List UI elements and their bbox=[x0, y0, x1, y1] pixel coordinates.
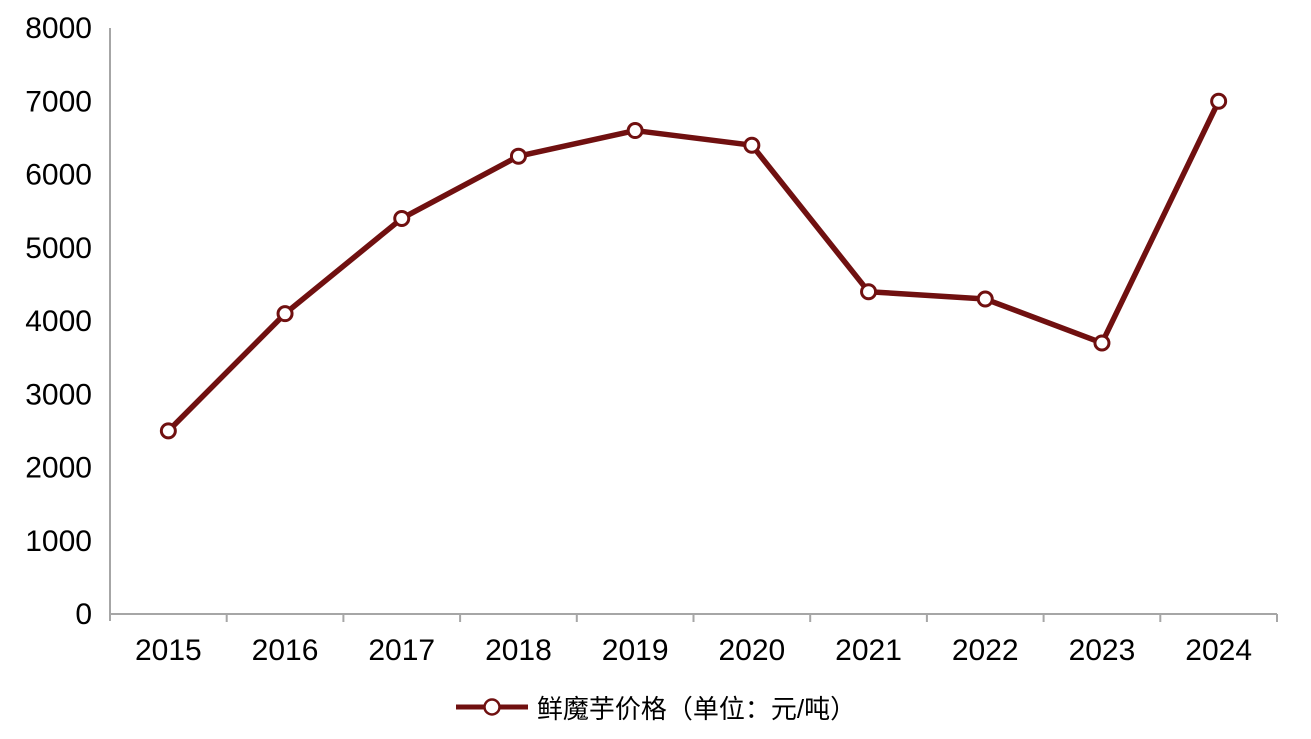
x-axis-label: 2022 bbox=[952, 634, 1019, 667]
y-axis-label: 1000 bbox=[25, 525, 92, 558]
price-line-series bbox=[166, 100, 1222, 433]
x-axis-label: 2024 bbox=[1185, 634, 1252, 667]
x-axis-label: 2023 bbox=[1069, 634, 1136, 667]
data-point-marker bbox=[976, 290, 994, 308]
y-axis-label: 6000 bbox=[25, 159, 92, 192]
data-point-marker bbox=[276, 305, 294, 323]
line-chart: 0 1000 2000 3000 4000 5000 6000 7000 8000 2015 201… bbox=[25, 12, 1278, 667]
x-axis-label: 2019 bbox=[602, 634, 669, 667]
x-axis-label: 2016 bbox=[252, 634, 319, 667]
data-point-marker bbox=[743, 136, 761, 154]
x-axis-label: 2017 bbox=[368, 634, 435, 667]
x-axis-label: 2020 bbox=[718, 634, 785, 667]
legend: 鲜魔芋价格（单位：元/吨） bbox=[0, 690, 1311, 724]
data-point-marker bbox=[860, 283, 878, 301]
y-axis-label: 3000 bbox=[25, 378, 92, 411]
y-axis-label: 8000 bbox=[25, 12, 92, 45]
data-point-marker bbox=[1210, 92, 1228, 110]
y-axis-label: 2000 bbox=[25, 452, 92, 485]
data-point-marker bbox=[626, 122, 644, 140]
x-axis-label: 2015 bbox=[135, 634, 202, 667]
x-axis-label: 2018 bbox=[485, 634, 552, 667]
legend-label: 鲜魔芋价格（单位：元/吨） bbox=[536, 693, 857, 724]
data-point-marker bbox=[1093, 334, 1111, 352]
y-axis-label: 5000 bbox=[25, 232, 92, 265]
x-axis-label: 2021 bbox=[835, 634, 902, 667]
y-axis-label: 0 bbox=[75, 598, 92, 631]
data-point-marker bbox=[393, 209, 411, 227]
data-point-marker bbox=[159, 422, 177, 440]
legend-line-marker-icon bbox=[455, 698, 528, 716]
y-axis-label: 7000 bbox=[25, 85, 92, 118]
data-point-marker bbox=[509, 147, 527, 165]
y-axis-label: 4000 bbox=[25, 305, 92, 338]
